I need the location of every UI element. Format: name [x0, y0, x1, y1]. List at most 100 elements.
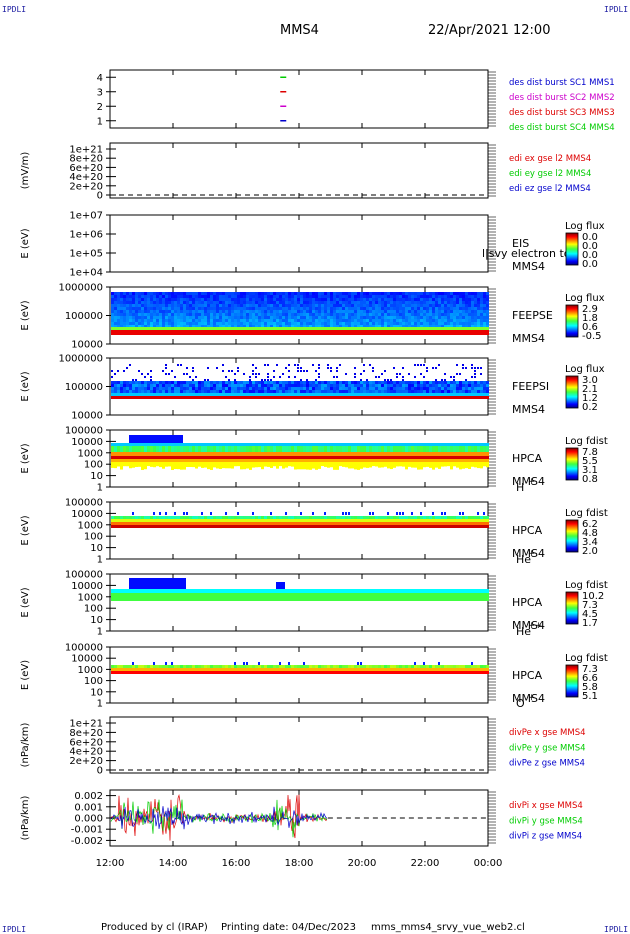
heat-cell: [177, 446, 180, 452]
heat-cell: [294, 443, 297, 446]
heat-cell: [180, 298, 183, 301]
heat-cell: [186, 292, 189, 295]
heat-cell: [333, 462, 336, 470]
heat-cell: [186, 301, 189, 304]
heat-cell: [306, 459, 309, 462]
heat-cell: [165, 295, 168, 298]
heat-cell: [405, 593, 408, 601]
heat-cell: [408, 310, 411, 313]
heat-cell: [438, 443, 441, 446]
heat-cell: [138, 525, 141, 528]
heat-cell: [408, 462, 411, 467]
heat-cell: [225, 307, 228, 310]
heat-cell: [339, 316, 342, 319]
heat-cell: [393, 589, 396, 593]
heat-cell: [114, 330, 117, 335]
heat-cell: [237, 304, 240, 307]
heat-cell: [153, 578, 156, 590]
heat-cell: [411, 452, 414, 456]
heat-cell: [270, 522, 273, 525]
heat-cell: [252, 325, 255, 328]
heat-cell: [483, 381, 486, 384]
heat-cell: [354, 452, 357, 456]
heat-cell: [150, 327, 153, 330]
heat-cell: [348, 301, 351, 304]
heat-cell: [393, 387, 396, 390]
heat-cell: [144, 671, 147, 674]
heat-cell: [477, 443, 480, 446]
heat-cell: [123, 390, 126, 393]
heat-cell: [165, 367, 167, 369]
heat-cell: [324, 330, 327, 335]
heat-cell: [126, 381, 129, 384]
heat-cell: [363, 589, 366, 593]
heat-cell: [246, 322, 249, 325]
heat-cell: [408, 390, 411, 393]
heat-cell: [216, 456, 219, 459]
heat-cell: [222, 390, 225, 393]
heat-cell: [111, 304, 114, 307]
heat-cell: [150, 379, 152, 381]
heat-cell: [399, 516, 402, 519]
heat-cell: [201, 381, 204, 384]
heat-cell: [177, 665, 180, 668]
heat-cell: [411, 522, 414, 525]
heat-cell: [174, 307, 177, 310]
heat-cell: [126, 589, 129, 593]
heat-cell: [402, 298, 405, 301]
heat-cell: [324, 519, 327, 522]
heat-cell: [477, 396, 480, 399]
heat-cell: [174, 435, 177, 445]
heat-cell: [228, 295, 231, 298]
heat-cell: [207, 381, 210, 384]
heat-cell: [180, 665, 183, 668]
heat-cell: [300, 313, 303, 316]
heat-cell: [195, 446, 198, 452]
heat-cell: [294, 298, 297, 301]
heat-cell: [111, 298, 114, 301]
heat-cell: [384, 589, 387, 593]
heat-cell: [420, 393, 423, 397]
heat-cell: [348, 304, 351, 307]
heat-cell: [480, 295, 483, 298]
heat-cell: [453, 516, 456, 519]
heat-cell: [360, 519, 363, 522]
heat-cell: [321, 295, 324, 298]
heat-cell: [327, 298, 330, 301]
heat-cell: [384, 298, 387, 301]
heat-cell: [141, 327, 144, 330]
heat-cell: [408, 387, 411, 390]
heat-cell: [372, 307, 375, 310]
heat-cell: [144, 322, 147, 325]
heat-cell: [150, 301, 153, 304]
heat-cell: [165, 593, 168, 601]
heat-cell: [468, 310, 471, 313]
heat-cell: [459, 327, 462, 330]
heat-cell: [345, 462, 348, 468]
heat-cell: [465, 516, 468, 519]
heat-cell: [345, 313, 348, 316]
heat-cell: [357, 298, 360, 301]
heat-cell: [483, 516, 486, 519]
heat-cell: [177, 516, 180, 519]
heat-cell: [258, 307, 261, 310]
heat-cell: [384, 393, 387, 397]
heat-cell: [156, 390, 159, 393]
heat-cell: [246, 668, 249, 671]
colorbar-tick-label: 4.8: [582, 528, 598, 539]
heat-cell: [153, 519, 156, 522]
heat-cell: [300, 525, 303, 528]
heat-cell: [396, 316, 399, 319]
heat-cell: [222, 459, 225, 462]
heat-cell: [270, 452, 273, 456]
heat-cell: [390, 462, 393, 470]
heat-cell: [450, 446, 453, 452]
heat-cell: [123, 384, 126, 387]
heat-cell: [399, 325, 402, 328]
heat-cell: [264, 396, 267, 399]
heat-cell: [408, 295, 411, 298]
heat-cell: [240, 665, 243, 668]
heat-cell: [333, 330, 336, 335]
heat-cell: [474, 313, 477, 316]
heat-cell: [249, 665, 252, 668]
